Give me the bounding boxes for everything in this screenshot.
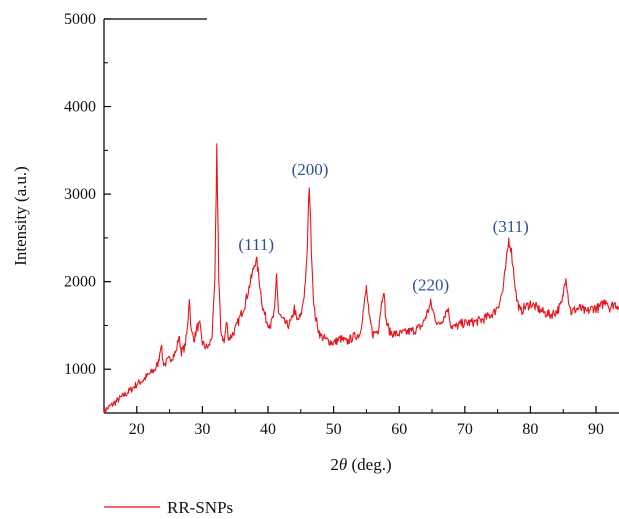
x-tick-label-60: 60 (391, 421, 407, 438)
x-tick-label-80: 80 (522, 421, 538, 438)
plot-area: 20 30 40 50 60 70 80 90 1000 2000 3000 4000 5000 (1… (64, 11, 619, 438)
y-tick-label-1000: 1000 (64, 361, 96, 378)
peak-label-1: (200) (292, 160, 329, 179)
x-tick-label-50: 50 (326, 421, 342, 438)
peak-label-2: (220) (412, 275, 449, 294)
peak-label-3: (311) (493, 217, 529, 236)
y-ticks: 1000 2000 3000 4000 5000 (64, 11, 111, 414)
x-tick-label-90: 90 (588, 421, 604, 438)
x-axis-title-post: (deg.) (347, 455, 391, 474)
x-tick-label-20: 20 (129, 421, 145, 438)
x-tick-label-30: 30 (194, 421, 210, 438)
x-ticks: 20 30 40 50 60 70 80 90 (103, 406, 604, 438)
y-tick-label-4000: 4000 (64, 99, 96, 116)
x-tick-label-40: 40 (260, 421, 276, 438)
series-line-rr-snps (103, 143, 619, 414)
x-axis-title-pre: 2 (330, 455, 339, 474)
legend-label-rr-snps: RR-SNPs (167, 498, 233, 517)
y-tick-label-5000: 5000 (64, 11, 96, 28)
peak-label-0: (111) (238, 235, 274, 254)
x-tick-label-70: 70 (457, 421, 473, 438)
peak-annotations: (111) (200) (220) (311) (238, 160, 528, 295)
y-tick-label-2000: 2000 (64, 274, 96, 291)
y-axis-title: Intensity (a.u.) (11, 166, 30, 266)
x-axis-title-theta: θ (339, 455, 347, 474)
y-tick-label-3000: 3000 (64, 186, 96, 203)
x-axis-title: 2θ (deg.) (330, 455, 391, 474)
legend: RR-SNPs (104, 498, 233, 517)
